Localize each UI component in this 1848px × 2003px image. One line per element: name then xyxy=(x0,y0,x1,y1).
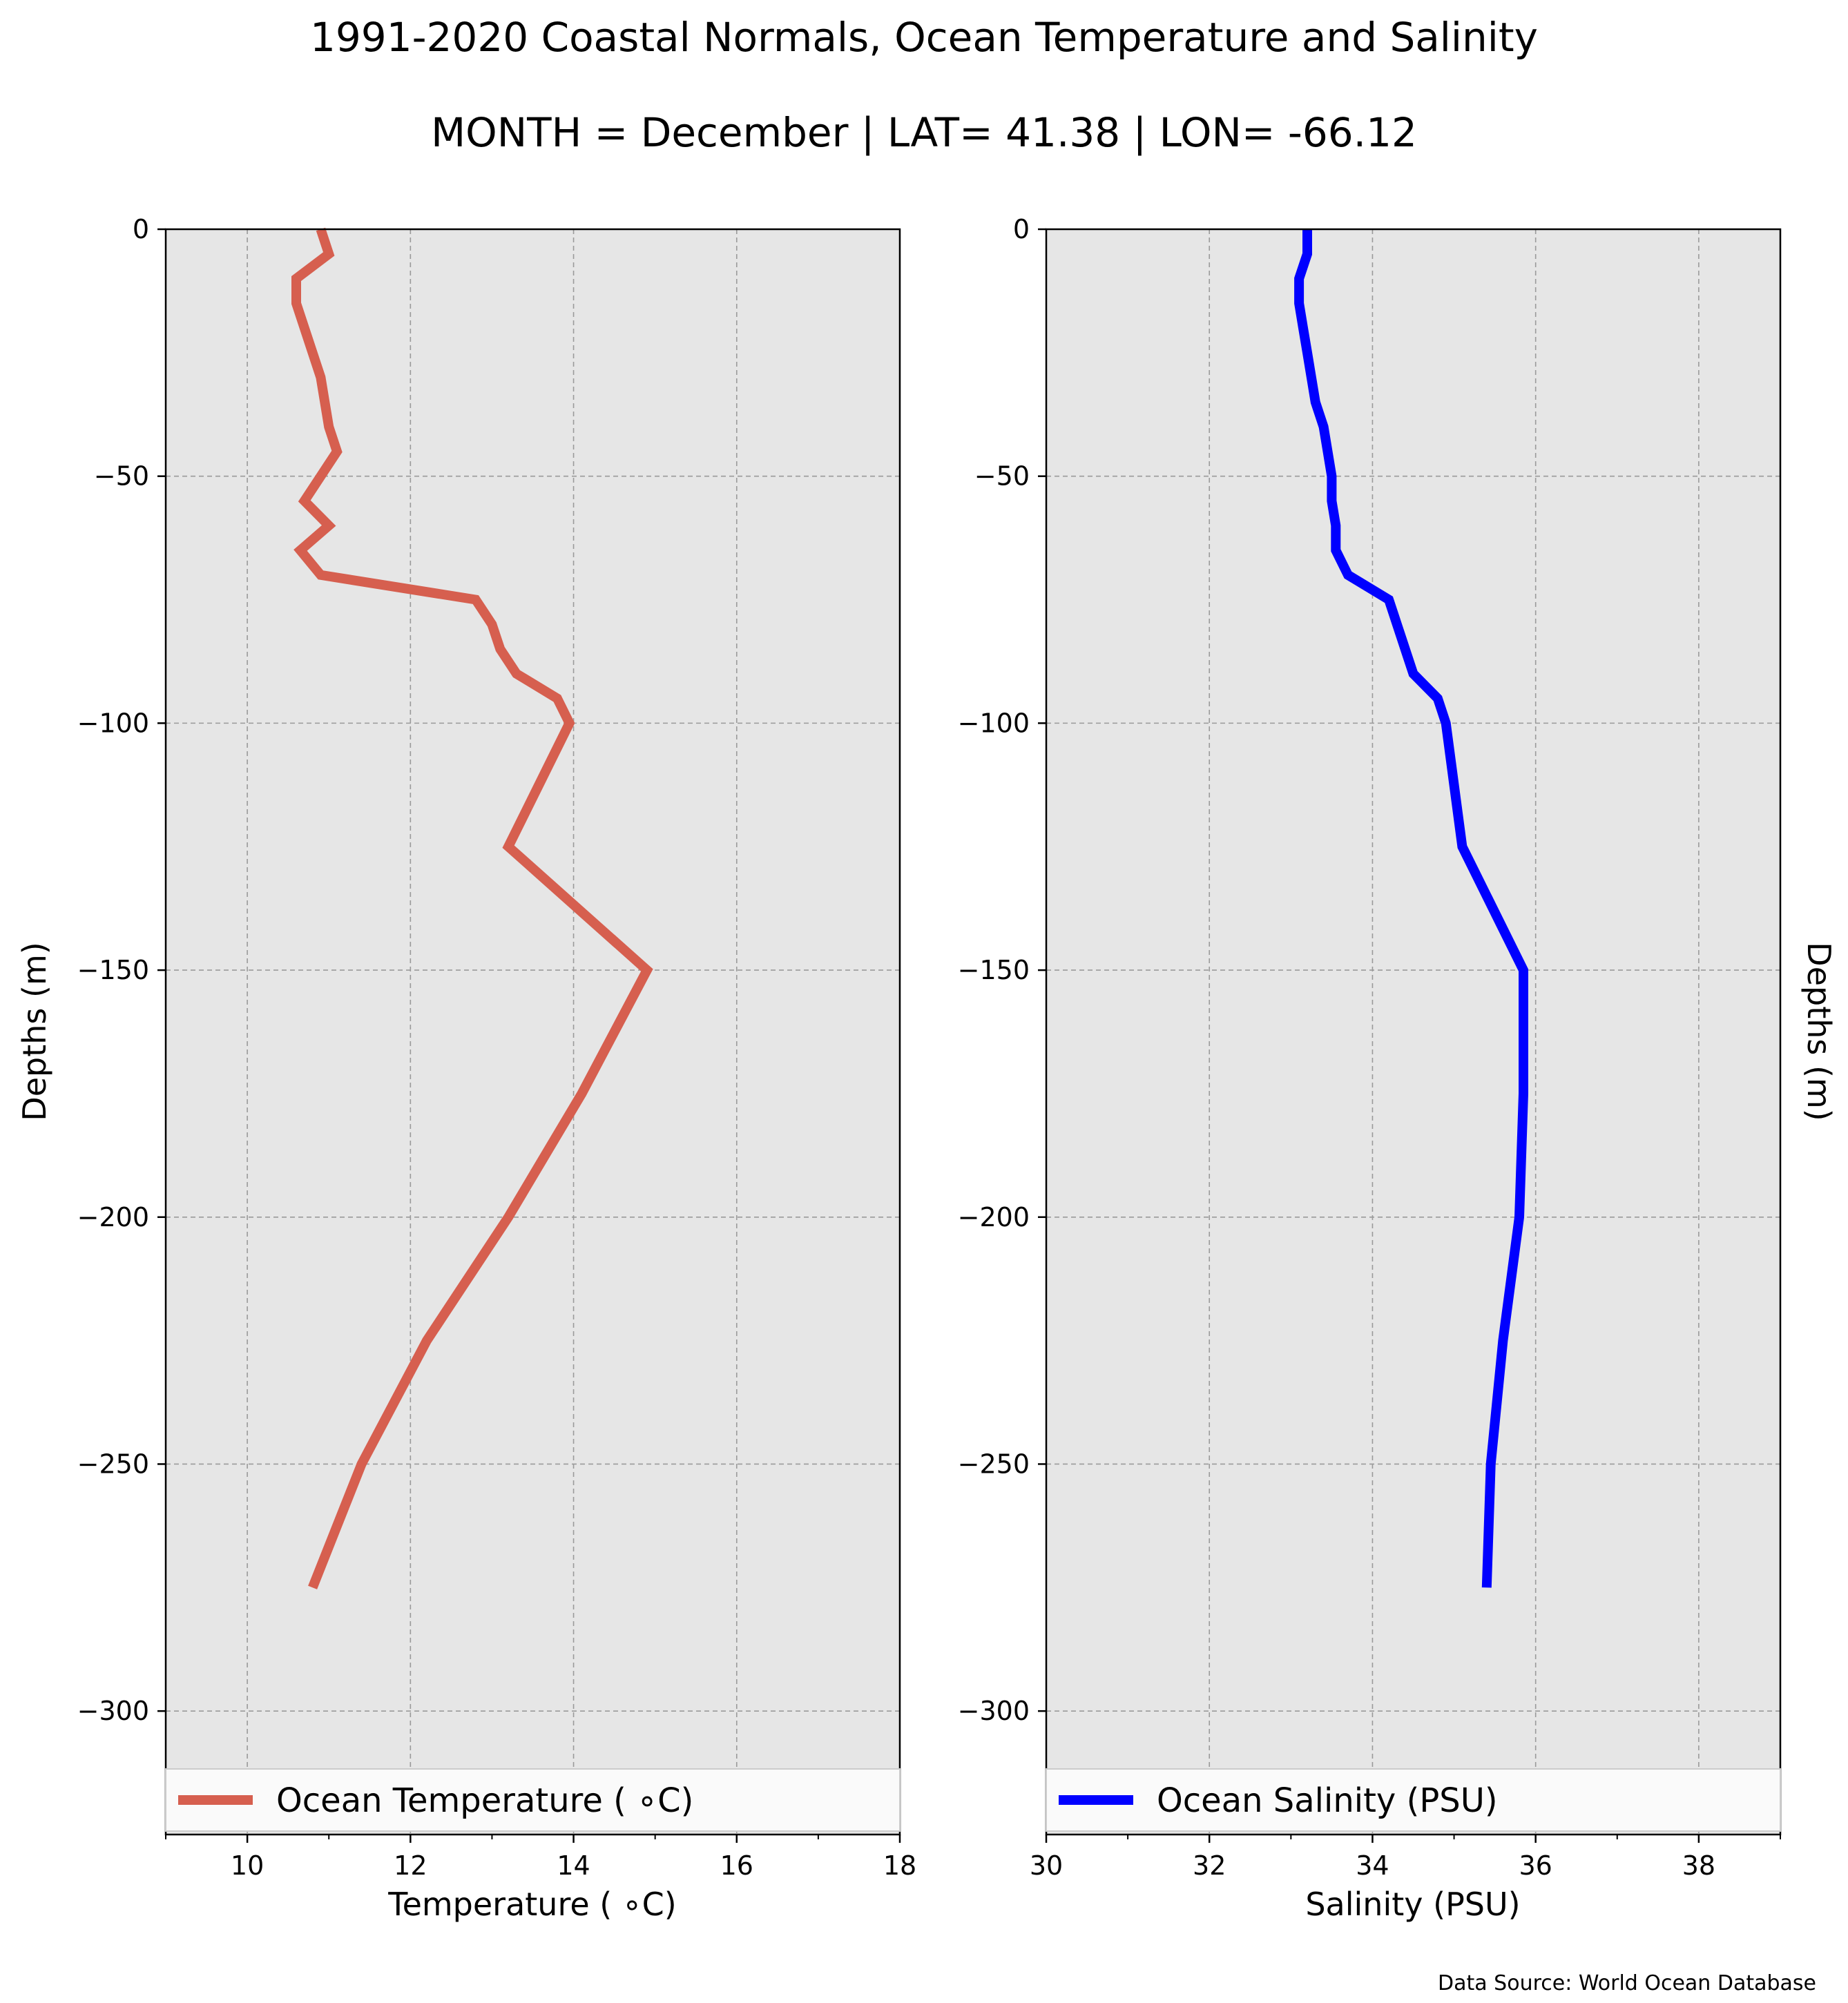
chart-subtitle: MONTH = December | LAT= 41.38 | LON= -66… xyxy=(431,109,1417,156)
temperature-y-tick-label: −150 xyxy=(77,955,149,985)
temperature-ticks: 10 12 14 16 18 0 −50 −100 −150 −200 −250 −300 xyxy=(77,214,917,1881)
salinity-y-tick-label: −50 xyxy=(974,461,1030,492)
salinity-panel: 30 32 34 36 38 0 −50 −100 −150 −200 −250 −300 Ocean… xyxy=(958,214,1838,1923)
salinity-y-tick-label: −100 xyxy=(958,708,1030,738)
salinity-legend-box xyxy=(1046,1768,1781,1832)
salinity-ticks: 30 32 34 36 38 0 −50 −100 −150 −200 −250 −300 xyxy=(958,214,1781,1881)
temperature-y-tick-label: −300 xyxy=(77,1696,149,1726)
temperature-panel: 10 12 14 16 18 0 −50 −100 −150 −200 −250 −300 Ocean… xyxy=(16,214,916,1923)
temperature-x-tick-label: 16 xyxy=(720,1850,753,1881)
temperature-series-line xyxy=(291,227,653,1589)
chart-title: 1991-2020 Coastal Normals, Ocean Tempera… xyxy=(310,14,1538,61)
temperature-y-tick-label: −50 xyxy=(94,461,149,492)
data-source-note: Data Source: World Ocean Database xyxy=(1438,1971,1816,1995)
salinity-x-tick-label: 32 xyxy=(1193,1850,1226,1881)
salinity-y-tick-label: −300 xyxy=(958,1696,1030,1726)
temperature-x-axis-title: Temperature ( ∘C) xyxy=(387,1886,676,1923)
temperature-legend: Ocean Temperature ( ∘C) xyxy=(165,1768,901,1832)
salinity-x-tick-label: 36 xyxy=(1519,1850,1552,1881)
temperature-legend-box xyxy=(165,1768,901,1832)
temperature-x-tick-label: 10 xyxy=(231,1850,264,1881)
temperature-legend-label: Ocean Temperature ( ∘C) xyxy=(276,1781,693,1820)
temperature-plot-background xyxy=(166,229,900,1835)
salinity-legend-label: Ocean Salinity (PSU) xyxy=(1157,1781,1498,1820)
temperature-plot-frame xyxy=(164,228,901,1836)
temperature-y-tick-label: −100 xyxy=(77,708,149,738)
salinity-series xyxy=(1294,229,1528,1588)
temperature-y-tick-label: −200 xyxy=(77,1202,149,1232)
salinity-x-tick-label: 30 xyxy=(1030,1850,1063,1881)
temperature-x-tick-label: 14 xyxy=(557,1850,590,1881)
salinity-plot-frame xyxy=(1045,228,1782,1836)
temperature-x-tick-label: 18 xyxy=(883,1850,916,1881)
temperature-x-tick-label: 12 xyxy=(394,1850,427,1881)
temperature-series xyxy=(291,227,653,1589)
temperature-y-axis-title: Depths (m) xyxy=(16,942,53,1121)
temperature-y-tick-label: 0 xyxy=(133,214,149,244)
temperature-y-tick-label: −250 xyxy=(77,1449,149,1479)
salinity-x-tick-label: 34 xyxy=(1356,1850,1389,1881)
salinity-plot-background xyxy=(1046,229,1780,1835)
salinity-y-tick-label: −250 xyxy=(958,1449,1030,1479)
salinity-y-tick-label: −200 xyxy=(958,1202,1030,1232)
salinity-legend: Ocean Salinity (PSU) xyxy=(1046,1768,1781,1832)
salinity-y-axis-title: Depths (m) xyxy=(1800,942,1838,1121)
salinity-series-line xyxy=(1294,229,1528,1588)
salinity-y-tick-label: −150 xyxy=(958,955,1030,985)
salinity-x-axis-title: Salinity (PSU) xyxy=(1305,1886,1520,1923)
salinity-y-tick-label: 0 xyxy=(1013,214,1030,244)
salinity-x-tick-label: 38 xyxy=(1682,1850,1715,1881)
